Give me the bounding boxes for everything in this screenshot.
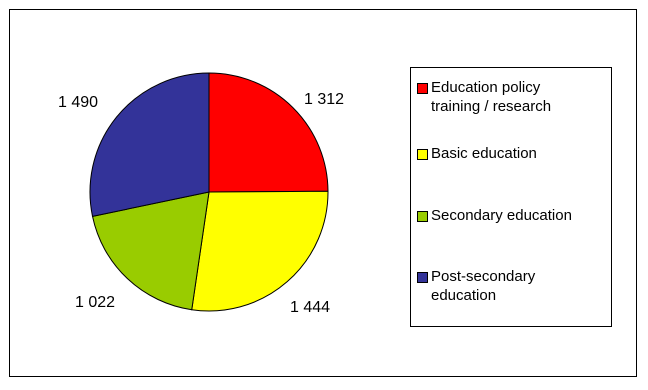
legend-swatch-basic	[417, 149, 428, 160]
legend-item-secondary: Secondary education	[417, 206, 572, 225]
pie-slice-secondary	[91, 191, 210, 311]
pie-slice-basic	[191, 190, 329, 312]
data-label-basic: 1 444	[290, 299, 330, 316]
pie-slice-postsecondary	[89, 72, 210, 217]
legend-item-postsecondary: Post-secondary education	[417, 267, 535, 305]
legend: Education policy training / research Bas…	[410, 67, 612, 327]
legend-swatch-secondary	[417, 211, 428, 222]
data-label-secondary: 1 022	[75, 294, 115, 311]
legend-label-policy: Education policy training / research	[431, 79, 552, 115]
legend-swatch-policy	[417, 83, 428, 94]
pie-slice-policy	[208, 72, 329, 193]
data-label-policy: 1 312	[304, 91, 344, 108]
legend-item-basic: Basic education	[417, 144, 537, 163]
legend-item-policy: Education policy training / research	[417, 78, 551, 116]
data-label-postsecondary: 1 490	[58, 94, 98, 111]
legend-label-postsecondary: Post-secondary education	[431, 268, 536, 304]
legend-label-secondary: Secondary education	[431, 207, 572, 224]
legend-label-basic: Basic education	[431, 145, 537, 162]
legend-swatch-postsecondary	[417, 272, 428, 283]
